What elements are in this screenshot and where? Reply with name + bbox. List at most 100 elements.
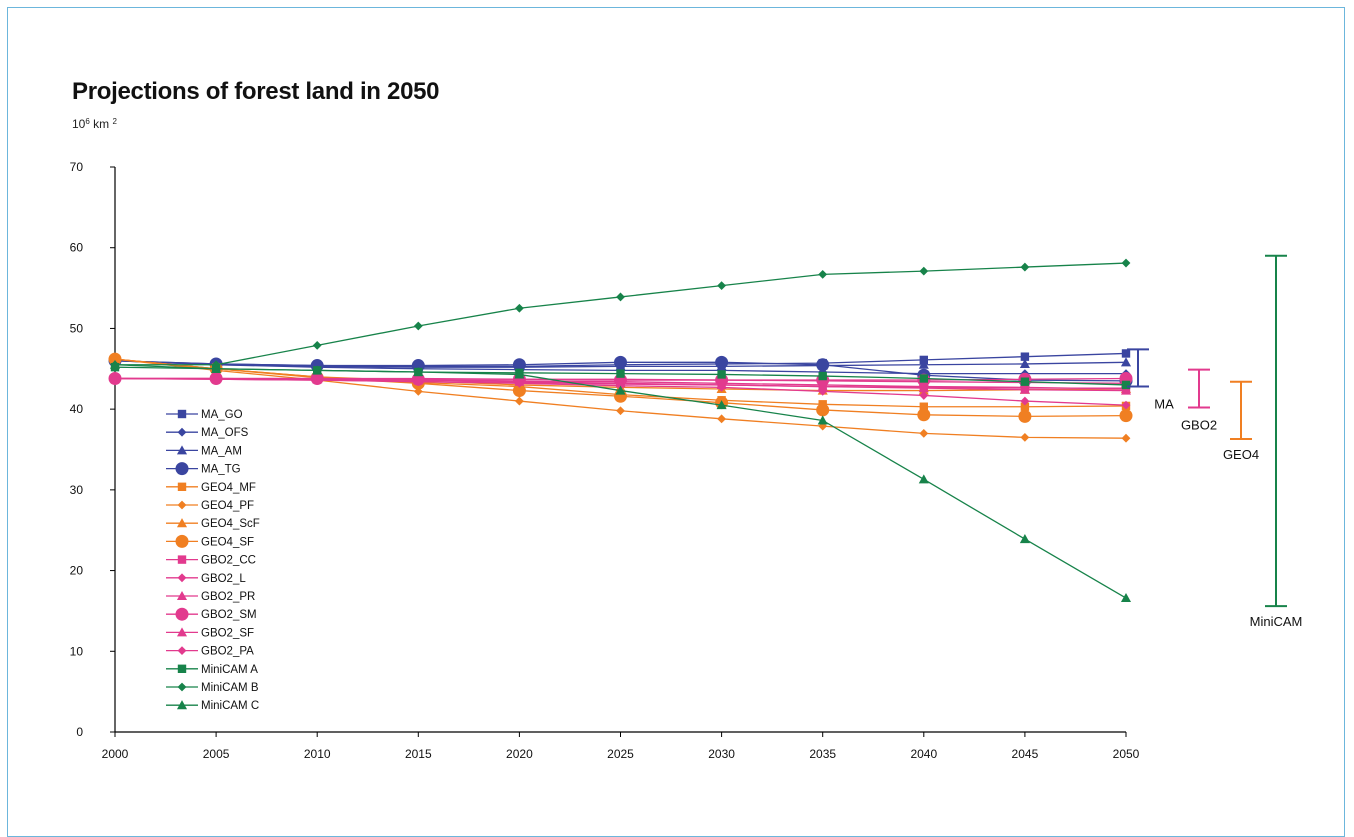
unit-exponent: 6 <box>85 117 90 126</box>
range-ma: MA <box>1127 348 1174 412</box>
series-minicam-b <box>110 258 1131 370</box>
data-point <box>1020 396 1030 406</box>
data-point <box>1120 385 1132 395</box>
series-line <box>115 262 1127 366</box>
data-point <box>1121 349 1131 358</box>
legend: MA_GO MA_OFS MA_AM MA_TG GEO4_MF GEO4_PF GEO4_… <box>166 409 260 712</box>
x-tick-label: 2020 <box>506 747 533 761</box>
data-point <box>818 386 828 396</box>
data-point <box>616 406 625 416</box>
legend-marker <box>176 627 188 637</box>
legend-label: GBO2_CC <box>201 555 256 567</box>
legend-marker <box>176 518 188 528</box>
range-label: MA <box>1154 397 1174 412</box>
unit-base: 10 <box>72 117 86 131</box>
range-minicam: MiniCAM <box>1250 254 1303 629</box>
legend-label: GBO2_SM <box>201 609 257 621</box>
legend-item-ma-go: MA_GO <box>166 409 243 421</box>
data-point <box>918 474 929 484</box>
legend-item-gbo2-pr: GBO2_PR <box>166 590 255 603</box>
data-point <box>413 321 423 331</box>
data-point <box>1020 262 1030 272</box>
x-tick-label: 2050 <box>1113 747 1140 761</box>
data-point <box>1020 352 1030 361</box>
legend-label: GBO2_PR <box>201 591 255 603</box>
data-point <box>919 374 928 383</box>
legend-label: GEO4_PF <box>201 500 254 512</box>
legend-item-geo4-scf: GEO4_ScF <box>166 518 260 530</box>
x-tick-label: 2045 <box>1012 747 1039 761</box>
data-point <box>716 400 727 410</box>
x-tick-label: 2005 <box>203 747 230 761</box>
data-point <box>1019 358 1030 368</box>
data-point <box>108 352 122 366</box>
data-point <box>514 369 525 379</box>
data-point <box>312 365 323 375</box>
data-point <box>514 378 524 388</box>
x-tick-label: 2030 <box>708 747 735 761</box>
y-tick-label: 20 <box>70 564 84 578</box>
data-point <box>818 269 828 279</box>
y-tick-label: 50 <box>70 321 84 335</box>
range-geo4: GEO4 <box>1223 380 1259 462</box>
series-minicam-c <box>109 359 1132 603</box>
unit-square: 2 <box>112 117 117 126</box>
data-point <box>1121 258 1131 268</box>
legend-marker <box>176 590 188 601</box>
data-point <box>211 374 221 384</box>
legend-marker <box>177 664 187 673</box>
y-tick-label: 10 <box>70 644 84 658</box>
data-point <box>514 303 524 313</box>
legend-label: MA_TG <box>201 464 241 476</box>
data-point <box>919 266 929 276</box>
data-point <box>312 340 322 350</box>
data-point <box>1020 377 1030 386</box>
data-point <box>816 358 830 372</box>
chart-title: Projections of forest land in 2050 <box>72 78 440 105</box>
data-point <box>918 359 929 369</box>
legend-label: GEO4_ScF <box>201 518 260 530</box>
legend-marker <box>177 555 187 564</box>
legend-marker <box>177 409 187 419</box>
legend-item-ma-ofs: MA_OFS <box>166 427 249 439</box>
data-point <box>614 355 627 369</box>
legend-label: GEO4_MF <box>201 482 256 494</box>
chart-frame <box>7 7 1345 837</box>
legend-marker <box>177 500 187 510</box>
x-tick-label: 2000 <box>102 747 129 761</box>
data-point <box>512 358 526 372</box>
legend-item-geo4-pf: GEO4_PF <box>166 500 254 512</box>
legend-label: GEO4_SF <box>201 536 254 548</box>
legend-label: MiniCAM C <box>201 700 259 712</box>
legend-label: MA_GO <box>201 409 243 421</box>
data-point <box>717 370 726 379</box>
legend-marker <box>176 700 188 710</box>
range-label: MiniCAM <box>1250 614 1303 629</box>
data-point <box>1019 534 1030 544</box>
data-point <box>919 402 928 411</box>
x-tick-label: 2015 <box>405 747 432 761</box>
data-point <box>413 366 424 377</box>
data-point <box>1121 433 1131 443</box>
legend-label: GBO2_SF <box>201 627 254 639</box>
data-point <box>1120 592 1132 603</box>
data-point <box>817 415 828 425</box>
range-bars: MA GBO2 GEO4 MiniCAM <box>1127 254 1303 629</box>
legend-label: MiniCAM B <box>201 682 259 694</box>
y-tick-label: 30 <box>70 483 84 497</box>
data-point <box>817 381 828 391</box>
legend-item-gbo2-sm: GBO2_SM <box>166 607 257 621</box>
x-tick-label: 2010 <box>304 747 331 761</box>
y-tick-label: 40 <box>70 402 84 416</box>
data-point <box>717 414 727 424</box>
unit-km: km <box>89 117 113 131</box>
data-point <box>512 384 526 398</box>
x-tick-label: 2035 <box>809 747 836 761</box>
legend-marker <box>175 607 189 621</box>
legend-marker <box>175 462 189 476</box>
legend-label: GBO2_L <box>201 573 246 585</box>
legend-item-gbo2-l: GBO2_L <box>166 573 246 585</box>
legend-item-gbo2-pa: GBO2_PA <box>166 646 254 658</box>
